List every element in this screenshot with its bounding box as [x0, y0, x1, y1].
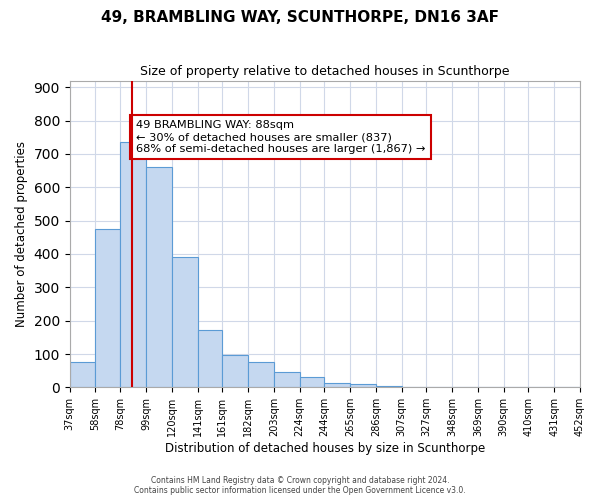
Y-axis label: Number of detached properties: Number of detached properties: [15, 141, 28, 327]
Bar: [401, 386, 426, 388]
Title: Size of property relative to detached houses in Scunthorpe: Size of property relative to detached ho…: [140, 65, 509, 78]
Bar: [350, 384, 376, 388]
Bar: [146, 168, 172, 388]
Text: 49 BRAMBLING WAY: 88sqm
← 30% of detached houses are smaller (837)
68% of semi-d: 49 BRAMBLING WAY: 88sqm ← 30% of detache…: [136, 120, 425, 154]
Bar: [299, 376, 324, 388]
Bar: [197, 330, 222, 388]
Bar: [274, 372, 299, 388]
Bar: [95, 229, 120, 388]
Bar: [248, 362, 274, 388]
Bar: [324, 382, 350, 388]
Text: Contains HM Land Registry data © Crown copyright and database right 2024.
Contai: Contains HM Land Registry data © Crown c…: [134, 476, 466, 495]
Bar: [70, 362, 95, 388]
Bar: [172, 258, 197, 388]
X-axis label: Distribution of detached houses by size in Scunthorpe: Distribution of detached houses by size …: [165, 442, 485, 455]
Bar: [222, 355, 248, 388]
Bar: [376, 386, 401, 388]
Bar: [120, 142, 146, 388]
Text: 49, BRAMBLING WAY, SCUNTHORPE, DN16 3AF: 49, BRAMBLING WAY, SCUNTHORPE, DN16 3AF: [101, 10, 499, 25]
